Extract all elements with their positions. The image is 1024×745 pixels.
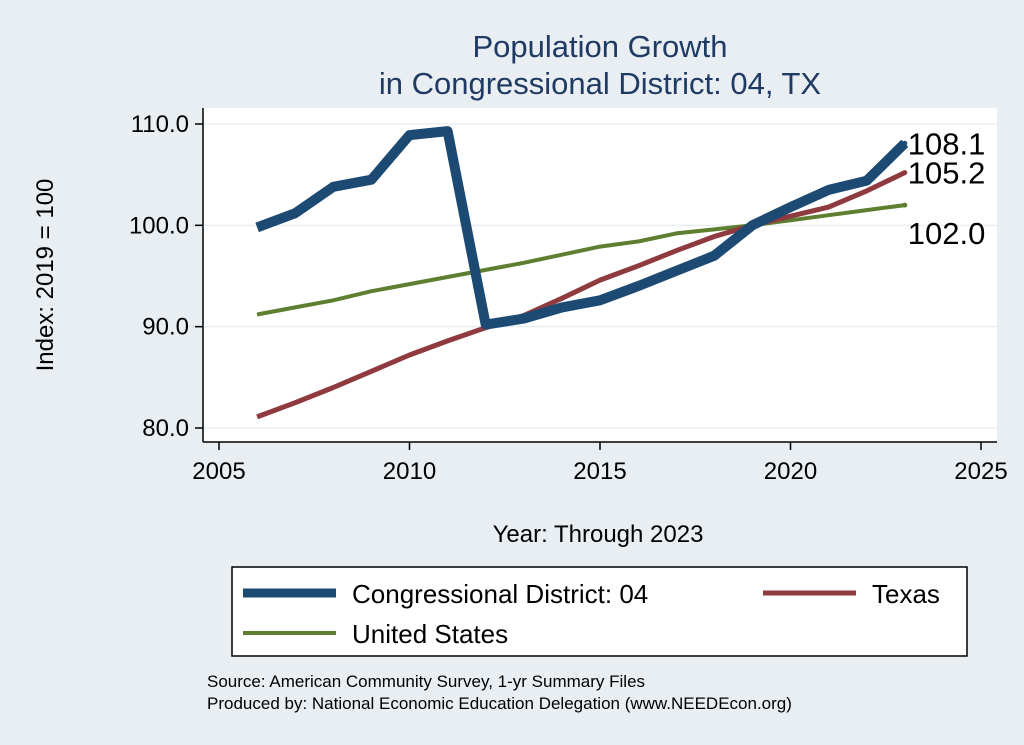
legend: Congressional District: 04 Texas United … <box>231 566 968 657</box>
chart-title-line-2: in Congressional District: 04, TX <box>379 66 822 101</box>
y-axis-label: Index: 2019 = 100 <box>32 179 59 372</box>
x-tick-label: 2025 <box>954 458 1007 485</box>
legend-label-us: United States <box>352 619 508 649</box>
series-end-marker <box>902 170 908 176</box>
series-lines <box>255 126 909 420</box>
y-tick-label: 100.0 <box>129 212 189 239</box>
legend-box <box>231 566 968 657</box>
x-tick-label: 2020 <box>764 458 817 485</box>
series-line-district <box>255 126 909 330</box>
series-line-texas <box>256 170 906 420</box>
x-tick-label: 2015 <box>573 458 626 485</box>
legend-label-district: Congressional District: 04 <box>352 579 648 609</box>
grid-lines <box>203 123 997 429</box>
y-tick-label: 90.0 <box>142 314 189 341</box>
end-label-us: 102.0 <box>908 216 986 251</box>
end-label-district: 108.1 <box>908 126 986 161</box>
y-tick-label: 80.0 <box>142 415 189 442</box>
producer-note: Produced by: National Economic Education… <box>207 694 792 713</box>
x-tick-label: 2010 <box>383 458 436 485</box>
y-tick-label: 110.0 <box>131 111 189 138</box>
series-line-us <box>256 203 906 317</box>
source-note: Source: American Community Survey, 1-yr … <box>207 672 645 691</box>
legend-label-texas: Texas <box>872 579 940 609</box>
axes: 80.0 90.0 100.0 110.0 2005 2010 2015 2020 2025 <box>129 108 1008 485</box>
series-end-marker <box>902 202 908 208</box>
series-end-marker <box>902 140 908 146</box>
chart-title-line-1: Population Growth <box>472 29 727 64</box>
x-tick-label: 2005 <box>192 458 245 485</box>
end-label-texas: 105.2 <box>908 156 986 191</box>
x-axis-label: Year: Through 2023 <box>493 521 704 548</box>
